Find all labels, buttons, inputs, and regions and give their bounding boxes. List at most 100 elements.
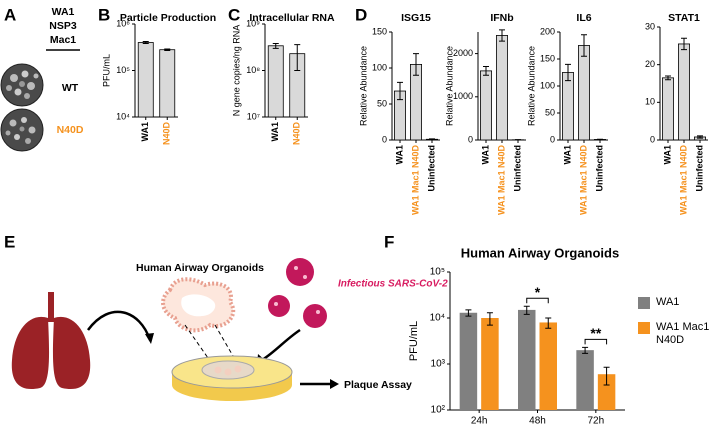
error-bar: [581, 34, 587, 57]
error-bar: [545, 317, 552, 329]
bar: [159, 49, 176, 118]
y-tick-label: 150: [540, 53, 555, 63]
diagram-title: Human Airway Organoids: [136, 262, 264, 274]
x-tick-label: WA1 Mac1 N40D: [578, 145, 588, 216]
header-text: Mac1: [50, 34, 76, 46]
legend-swatch: [638, 322, 650, 334]
y-tick-label: 30: [645, 21, 655, 31]
assay-label: Plaque Assay: [344, 379, 412, 391]
y-tick-label: 10⁴: [430, 313, 445, 324]
chart-title: Particle Production: [120, 12, 216, 24]
x-tick-label: N40D: [292, 122, 302, 146]
bar: [539, 322, 557, 410]
error-bar: [483, 66, 489, 76]
lungs-icon: [11, 292, 91, 390]
x-tick-label: WA1: [662, 145, 672, 165]
x-tick-label: Uninfected: [694, 145, 704, 192]
error-bar: [397, 81, 403, 101]
chart-title: STAT1: [668, 12, 700, 24]
error-bar: [603, 366, 610, 386]
y-tick-label: 20: [645, 59, 655, 69]
y-tick-label: 10⁷: [247, 111, 260, 121]
error-bar: [142, 41, 149, 45]
y-tick-label: 100: [372, 62, 387, 72]
y-tick-label: 10²: [431, 405, 446, 416]
y-tick-label: 10⁴: [116, 111, 130, 121]
x-tick-label: WA1 Mac1 N40D: [410, 145, 420, 216]
bar: [409, 64, 422, 141]
x-tick-label: 24h: [471, 416, 488, 427]
plaque-dish: [0, 108, 44, 152]
y-tick-label: 50: [545, 107, 555, 117]
error-bar: [665, 75, 671, 81]
chart-title: IL6: [576, 12, 591, 24]
x-tick-label: WA1 Mac1 N40D: [496, 145, 506, 216]
y-axis-label: Relative Abundance: [444, 46, 454, 126]
chart-title: Intracellular RNA: [249, 12, 335, 24]
error-bar: [582, 346, 589, 354]
x-tick-label: 48h: [529, 416, 546, 427]
x-tick-label: WA1: [270, 122, 280, 142]
error-bar: [681, 37, 687, 51]
legend-label: WA1: [656, 296, 680, 308]
x-tick-label: WA1: [394, 145, 404, 165]
error-bar: [486, 312, 493, 326]
arrowhead: [145, 333, 154, 344]
x-tick-label: WA1 Mac1 N40D: [678, 145, 688, 216]
y-tick-label: 10⁹: [246, 18, 260, 28]
bar: [518, 309, 536, 410]
significance-label: *: [535, 284, 541, 300]
row-label: N40D: [57, 124, 84, 136]
x-tick-label: Uninfected: [594, 145, 604, 192]
connector: [214, 324, 241, 369]
panel-label: B: [98, 5, 110, 24]
y-tick-label: 0: [382, 134, 387, 144]
y-tick-label: 1000: [453, 91, 473, 101]
x-tick-label: WA1: [140, 122, 150, 142]
y-tick-label: 200: [540, 26, 555, 36]
bar: [459, 312, 478, 410]
legend-swatch: [638, 297, 650, 309]
bar: [662, 77, 675, 141]
y-tick-label: 2000: [453, 48, 473, 58]
y-tick-label: 10⁶: [116, 18, 130, 28]
x-tick-label: WA1: [562, 145, 572, 165]
chart-title: IFNb: [490, 12, 513, 24]
y-tick-label: 10⁸: [246, 65, 260, 75]
chart-title: Human Airway Organoids: [461, 245, 619, 260]
error-bar: [499, 29, 505, 42]
error-bar: [413, 53, 419, 76]
plaque-dish: [0, 63, 44, 107]
panel-label: A: [4, 5, 16, 24]
y-axis-label: PFU/mL: [101, 54, 111, 87]
bar: [578, 45, 591, 141]
arrow: [86, 310, 152, 341]
error-bar: [697, 135, 703, 139]
y-tick-label: 0: [550, 134, 555, 144]
y-tick-label: 10³: [431, 359, 446, 370]
y-tick-label: 150: [372, 26, 387, 36]
y-tick-label: 0: [650, 134, 655, 144]
bar: [267, 45, 284, 118]
error-bar: [429, 138, 435, 141]
error-bar: [565, 63, 571, 82]
x-tick-label: Uninfected: [512, 145, 522, 192]
y-tick-label: 50: [377, 98, 387, 108]
organoid-icon: [161, 277, 236, 333]
header-text: NSP3: [49, 20, 77, 32]
bar: [678, 43, 691, 141]
virus-icon: [268, 258, 327, 328]
chart-title: ISG15: [401, 12, 431, 24]
row-label: WT: [62, 82, 79, 94]
dish-icon: [171, 355, 293, 401]
error-bar: [597, 138, 603, 141]
y-axis-label: Relative Abundance: [358, 46, 368, 126]
arrowhead: [330, 379, 339, 389]
y-axis-label: N gene copies/ng RNA: [231, 25, 241, 117]
panel-label: E: [4, 232, 15, 251]
bar: [562, 72, 575, 141]
legend-label: WA1 Mac1 N40D: [656, 321, 710, 346]
y-tick-label: 10⁵: [116, 65, 130, 75]
bar: [576, 350, 594, 410]
